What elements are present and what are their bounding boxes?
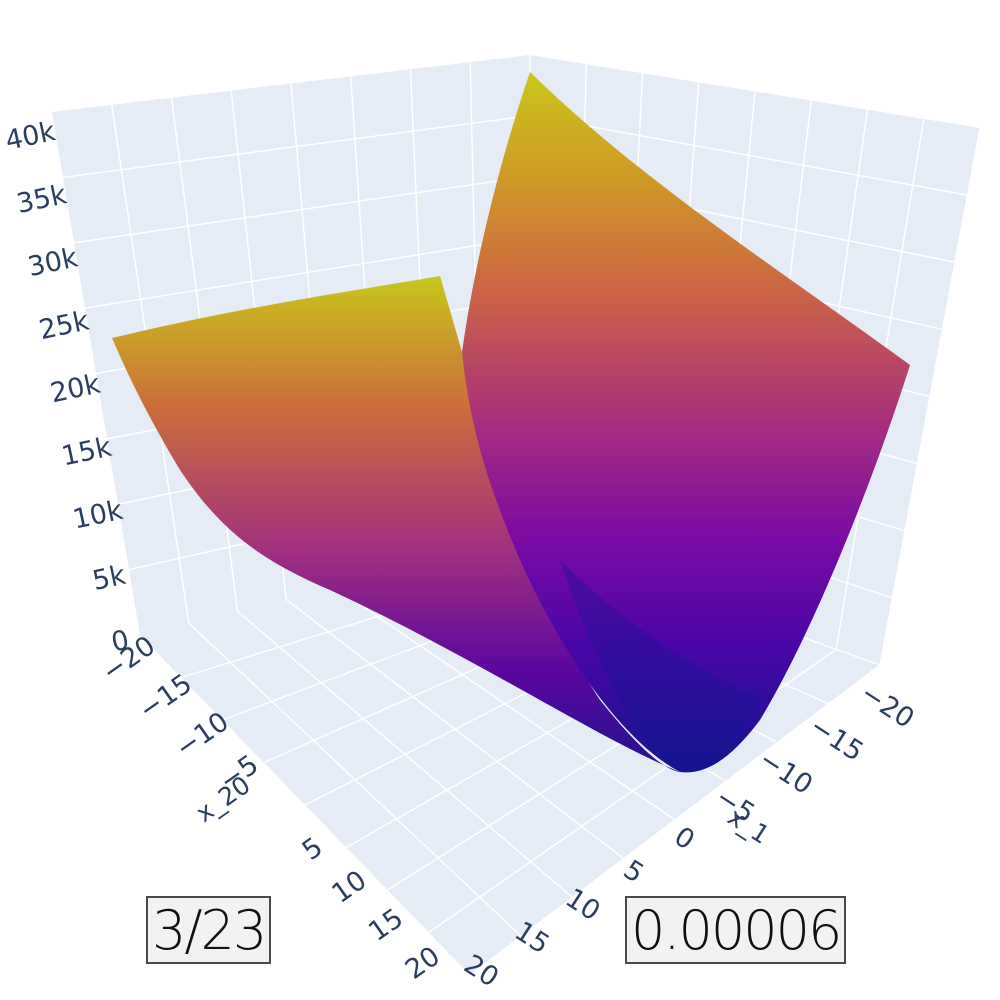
y-tick-label: 5 <box>297 832 329 867</box>
surface <box>112 72 910 773</box>
x-tick-label: −15 <box>804 711 869 768</box>
x-tick-label: −20 <box>855 678 920 735</box>
z-tick-label: 30k <box>25 242 81 283</box>
z-tick-label: 40k <box>3 116 59 157</box>
z-tick-label: 10k <box>70 495 126 536</box>
z-tick-label: 25k <box>36 305 92 346</box>
z-tick-label: 15k <box>59 432 115 473</box>
x-tick-label: 0 <box>669 821 700 856</box>
z-tick-label: 20k <box>48 369 104 410</box>
y-tick-label: 20 <box>400 941 446 986</box>
surface-back-sheet <box>112 276 680 772</box>
surface-valley-shadow <box>560 560 760 773</box>
value-readout-badge: 0.00006 <box>625 896 847 964</box>
z-tick-label: 0 <box>109 625 132 659</box>
surface-front-sheet <box>462 72 910 773</box>
z-tick-label: 5k <box>90 560 129 597</box>
frame-counter-badge: 3/23 <box>146 896 272 964</box>
z-tick-label: 35k <box>14 179 70 220</box>
y-tick-label: 15 <box>363 903 409 948</box>
y-tick-label: 10 <box>326 865 372 910</box>
